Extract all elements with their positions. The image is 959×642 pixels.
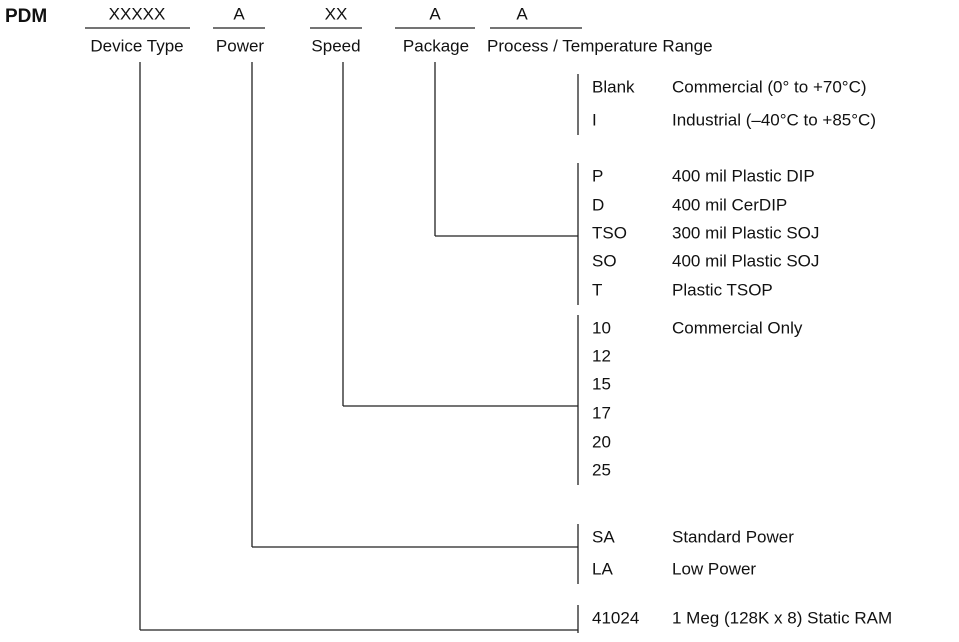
option-code: P	[592, 166, 603, 185]
option-description: Commercial (0° to +70°C)	[672, 77, 867, 96]
option-code: SO	[592, 251, 617, 270]
option-description: 1 Meg (128K x 8) Static RAM	[672, 608, 892, 627]
field-code: XX	[325, 4, 348, 23]
option-code: I	[592, 110, 597, 129]
field-code: A	[516, 4, 528, 23]
field-label: Power	[216, 36, 265, 55]
field-label: Package	[403, 36, 469, 55]
option-description: 400 mil CerDIP	[672, 195, 787, 214]
option-code: LA	[592, 559, 613, 578]
field-label: Process / Temperature Range	[487, 36, 713, 55]
option-code: 41024	[592, 608, 639, 627]
option-code: SA	[592, 527, 615, 546]
option-code: 20	[592, 432, 611, 451]
option-description: Commercial Only	[672, 318, 803, 337]
field-code: XXXXX	[109, 4, 166, 23]
option-code: 12	[592, 346, 611, 365]
field-label: Device Type	[90, 36, 183, 55]
option-code: 25	[592, 460, 611, 479]
option-code: 15	[592, 374, 611, 393]
option-description: Low Power	[672, 559, 756, 578]
prefix: PDM	[5, 6, 47, 27]
option-description: Plastic TSOP	[672, 280, 773, 299]
option-description: Industrial (–40°C to +85°C)	[672, 110, 876, 129]
option-description: 300 mil Plastic SOJ	[672, 223, 819, 242]
field-label: Speed	[311, 36, 360, 55]
option-description: 400 mil Plastic DIP	[672, 166, 815, 185]
option-code: 17	[592, 403, 611, 422]
option-code: 10	[592, 318, 611, 337]
option-description: 400 mil Plastic SOJ	[672, 251, 819, 270]
field-code: A	[233, 4, 245, 23]
field-code: A	[429, 4, 441, 23]
option-code: Blank	[592, 77, 635, 96]
option-code: D	[592, 195, 604, 214]
option-description: Standard Power	[672, 527, 794, 546]
option-code: T	[592, 280, 602, 299]
option-code: TSO	[592, 223, 627, 242]
